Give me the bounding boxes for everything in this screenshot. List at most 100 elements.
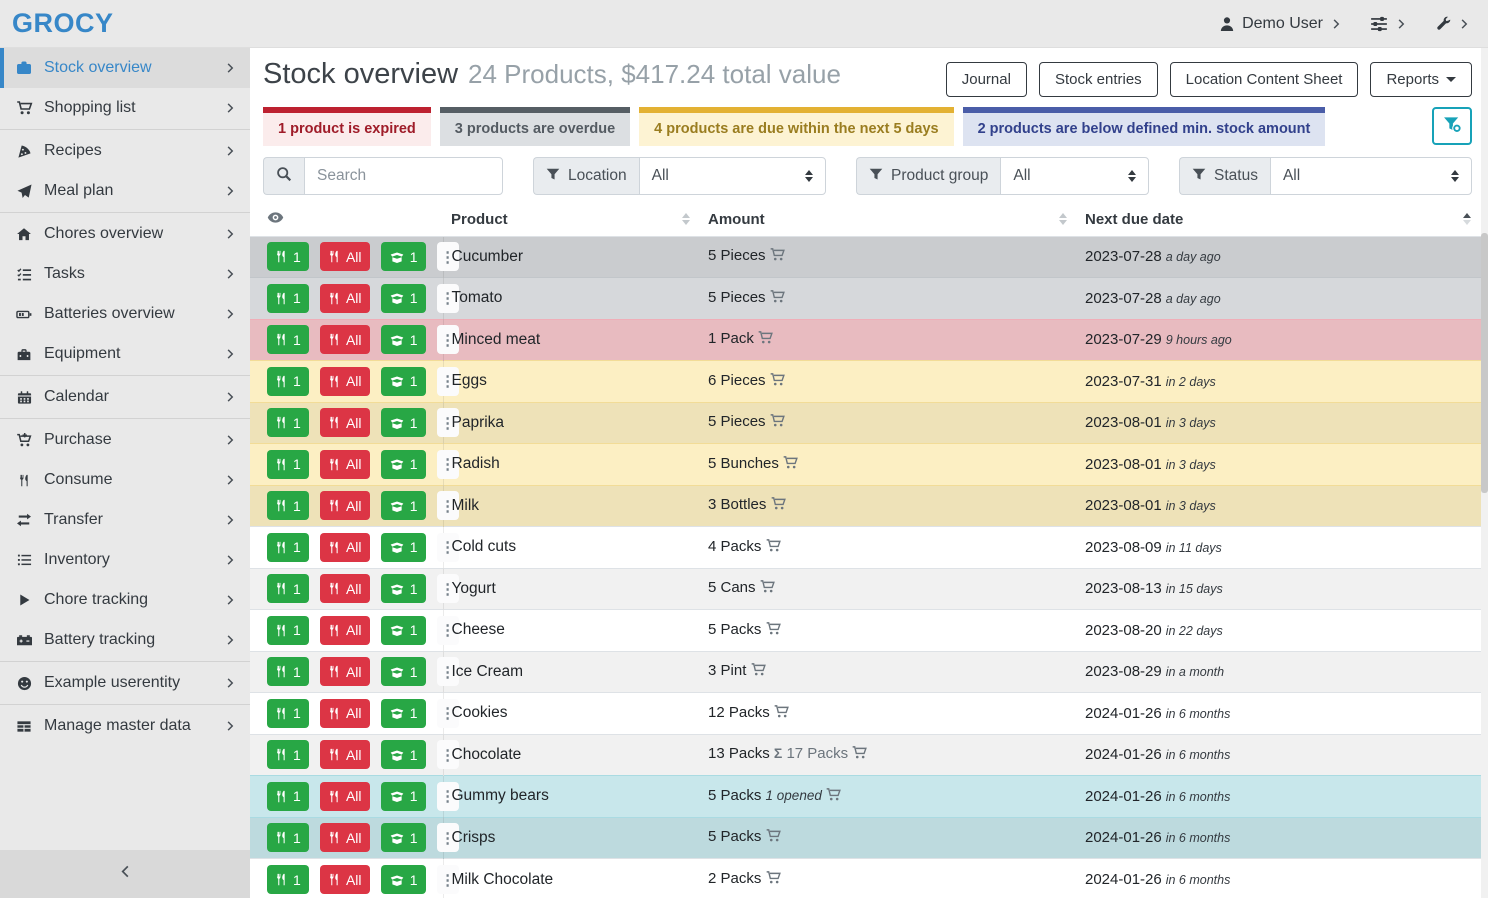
open-one-button[interactable]: 1 [381,823,426,852]
sidebar-item-inventory[interactable]: Inventory [0,540,250,580]
product-name[interactable]: Radish [443,444,700,486]
open-one-button[interactable]: 1 [381,616,426,645]
product-name[interactable]: Chocolate [443,734,700,776]
sidebar-item-stock-overview[interactable]: Stock overview [0,48,250,88]
banner-overdue[interactable]: 3 products are overdue [440,107,630,146]
open-one-button[interactable]: 1 [381,699,426,728]
open-one-button[interactable]: 1 [381,491,426,520]
product-name[interactable]: Cold cuts [443,527,700,569]
sidebar-collapse-button[interactable] [0,850,250,898]
product-name[interactable]: Cookies [443,693,700,735]
banner-below-min[interactable]: 2 products are below defined min. stock … [963,107,1326,146]
reports-dropdown-button[interactable]: Reports [1370,62,1472,97]
consume-all-button[interactable]: All [320,242,370,271]
consume-all-button[interactable]: All [320,408,370,437]
sidebar-item-example-userentity[interactable]: Example userentity [0,663,250,703]
consume-one-button[interactable]: 1 [267,865,309,894]
sidebar-item-chore-tracking[interactable]: Chore tracking [0,580,250,620]
grocy-logo[interactable]: GROCY [12,8,114,39]
open-one-button[interactable]: 1 [381,657,426,686]
user-menu[interactable]: Demo User [1219,15,1342,33]
sidebar-item-battery-tracking[interactable]: Battery tracking [0,620,250,660]
open-one-button[interactable]: 1 [381,450,426,479]
consume-one-button[interactable]: 1 [267,823,309,852]
product-name[interactable]: Ice Cream [443,651,700,693]
sidebar-item-meal-plan[interactable]: Meal plan [0,171,250,211]
open-one-button[interactable]: 1 [381,242,426,271]
product-name[interactable]: Yogurt [443,568,700,610]
consume-all-button[interactable]: All [320,823,370,852]
product-name[interactable]: Crisps [443,817,700,859]
sidebar-item-batteries-overview[interactable]: Batteries overview [0,294,250,334]
consume-one-button[interactable]: 1 [267,740,309,769]
open-one-button[interactable]: 1 [381,533,426,562]
consume-all-button[interactable]: All [320,657,370,686]
consume-one-button[interactable]: 1 [267,450,309,479]
scrollbar-track[interactable] [1481,48,1488,898]
location-select[interactable]: All [639,157,826,195]
search-input[interactable] [304,157,503,195]
consume-all-button[interactable]: All [320,699,370,728]
open-one-button[interactable]: 1 [381,408,426,437]
product-name[interactable]: Eggs [443,361,700,403]
column-header-product[interactable]: Product [443,203,700,236]
open-one-button[interactable]: 1 [381,740,426,769]
consume-one-button[interactable]: 1 [267,367,309,396]
open-one-button[interactable]: 1 [381,574,426,603]
sidebar-item-calendar[interactable]: Calendar [0,377,250,417]
consume-all-button[interactable]: All [320,325,370,354]
product-name[interactable]: Milk Chocolate [443,859,700,898]
column-header-next-due-date[interactable]: Next due date [1077,203,1481,236]
sidebar-item-consume[interactable]: Consume [0,460,250,500]
consume-one-button[interactable]: 1 [267,782,309,811]
product-name[interactable]: Gummy bears [443,776,700,818]
open-one-button[interactable]: 1 [381,284,426,313]
consume-all-button[interactable]: All [320,574,370,603]
consume-one-button[interactable]: 1 [267,574,309,603]
consume-one-button[interactable]: 1 [267,408,309,437]
consume-one-button[interactable]: 1 [267,284,309,313]
sidebar-item-chores-overview[interactable]: Chores overview [0,214,250,254]
clear-filters-button[interactable] [1432,107,1472,145]
sidebar-item-manage-master-data[interactable]: Manage master data [0,706,250,746]
open-one-button[interactable]: 1 [381,367,426,396]
status-select[interactable]: All [1270,157,1472,195]
product-group-select[interactable]: All [1000,157,1149,195]
consume-one-button[interactable]: 1 [267,657,309,686]
scrollbar-thumb[interactable] [1481,233,1488,493]
sidebar-item-equipment[interactable]: Equipment [0,334,250,374]
open-one-button[interactable]: 1 [381,865,426,894]
location-content-sheet-button[interactable]: Location Content Sheet [1170,62,1359,97]
column-visibility-toggle[interactable] [250,203,443,236]
consume-one-button[interactable]: 1 [267,325,309,354]
banner-due-soon[interactable]: 4 products are due within the next 5 day… [639,107,953,146]
consume-one-button[interactable]: 1 [267,616,309,645]
consume-all-button[interactable]: All [320,284,370,313]
product-name[interactable]: Milk [443,485,700,527]
product-name[interactable]: Cucumber [443,236,700,278]
consume-one-button[interactable]: 1 [267,533,309,562]
open-one-button[interactable]: 1 [381,782,426,811]
sidebar-item-shopping-list[interactable]: Shopping list [0,88,250,128]
consume-all-button[interactable]: All [320,616,370,645]
sidebar-item-tasks[interactable]: Tasks [0,254,250,294]
product-name[interactable]: Minced meat [443,319,700,361]
consume-all-button[interactable]: All [320,491,370,520]
admin-menu[interactable] [1435,16,1470,32]
consume-one-button[interactable]: 1 [267,491,309,520]
sidebar-item-purchase[interactable]: Purchase [0,420,250,460]
product-name[interactable]: Tomato [443,278,700,320]
settings-menu[interactable] [1370,15,1407,33]
consume-all-button[interactable]: All [320,533,370,562]
column-header-amount[interactable]: Amount [700,203,1077,236]
consume-all-button[interactable]: All [320,865,370,894]
product-name[interactable]: Cheese [443,610,700,652]
sidebar-item-transfer[interactable]: Transfer [0,500,250,540]
sidebar-item-recipes[interactable]: Recipes [0,131,250,171]
consume-one-button[interactable]: 1 [267,242,309,271]
consume-one-button[interactable]: 1 [267,699,309,728]
product-name[interactable]: Paprika [443,402,700,444]
open-one-button[interactable]: 1 [381,325,426,354]
consume-all-button[interactable]: All [320,450,370,479]
banner-expired[interactable]: 1 product is expired [263,107,431,146]
